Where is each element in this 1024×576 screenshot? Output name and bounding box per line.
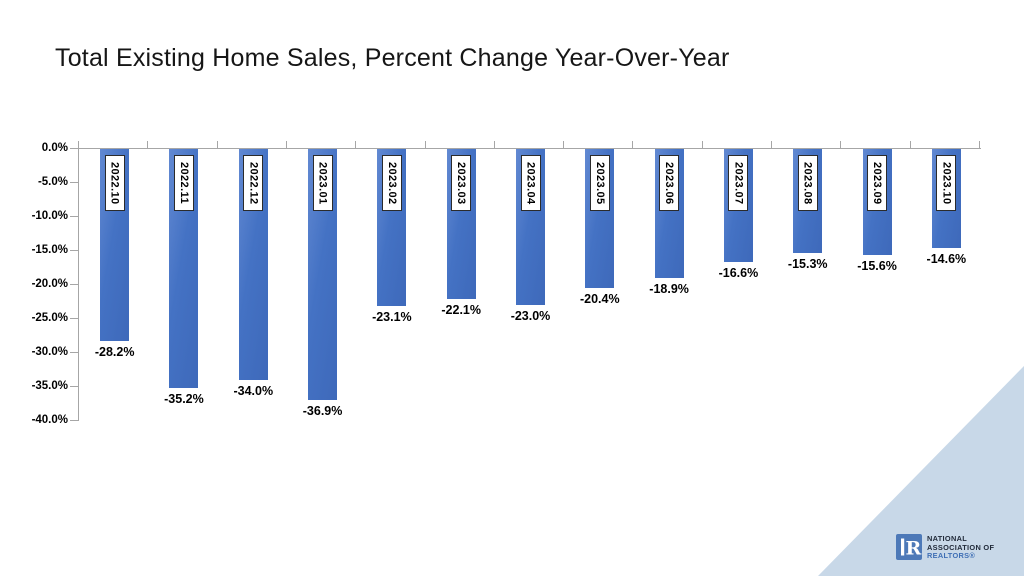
bar-category-text: 2022.12 — [247, 161, 260, 205]
bar-category-text: 2023.06 — [663, 161, 676, 205]
nar-logo: R NATIONAL ASSOCIATION OF REALTORS® — [896, 534, 994, 561]
y-tick-label: -20.0% — [31, 278, 68, 290]
x-axis-tick — [840, 141, 842, 148]
y-tick-label: 0.0% — [41, 142, 68, 154]
y-axis-tick — [70, 250, 78, 251]
bar-value-label: -22.1% — [441, 303, 481, 317]
bar-category-text: 2023.05 — [593, 161, 606, 205]
x-axis-tick — [147, 141, 149, 148]
x-axis-tick — [78, 141, 79, 148]
bar-category-label: 2023.05 — [589, 155, 610, 211]
bar-value-label: -28.2% — [94, 345, 135, 359]
bar-category-label: 2023.06 — [659, 155, 680, 211]
bar-category-label: 2023.10 — [936, 155, 957, 211]
bar-category-text: 2023.01 — [316, 161, 329, 205]
x-axis-tick — [909, 141, 911, 148]
y-axis-tick — [70, 182, 78, 183]
bar-category-label: 2022.12 — [243, 155, 264, 211]
bar-category-label: 2023.09 — [867, 155, 888, 211]
y-axis-tick — [70, 352, 78, 353]
bar-value-label: -35.2% — [164, 392, 204, 406]
y-tick-label: -30.0% — [31, 346, 68, 358]
y-axis-tick — [70, 318, 78, 319]
bar-category-text: 2023.03 — [455, 161, 468, 205]
y-axis-tick — [70, 216, 78, 217]
bar-category-text: 2022.10 — [108, 161, 121, 205]
x-axis-line — [78, 148, 981, 149]
logo-text-line3: REALTORS® — [927, 551, 976, 561]
x-axis-tick — [563, 141, 565, 148]
bar-value-label: -18.9% — [649, 282, 689, 296]
x-axis-tick — [285, 141, 287, 148]
bar-value-label: -15.3% — [787, 257, 828, 271]
bar-category-label: 2023.04 — [520, 155, 541, 211]
bar-value-label: -36.9% — [302, 404, 343, 418]
y-axis-tick — [70, 386, 78, 387]
bar-category-text: 2023.10 — [940, 161, 953, 205]
bar-value-label: -16.6% — [718, 266, 759, 280]
logo-text-line2: ASSOCIATION OF — [927, 542, 995, 552]
bar-category-text: 2023.07 — [732, 161, 745, 205]
y-tick-label: -35.0% — [31, 380, 68, 392]
nar-r-icon: R — [896, 534, 922, 560]
bar-value-label: -34.0% — [233, 384, 274, 398]
bar-category-text: 2023.08 — [801, 161, 814, 205]
y-axis-tick — [70, 420, 78, 421]
x-axis-tick — [493, 141, 495, 148]
bar-category-text: 2023.02 — [385, 161, 398, 205]
bar-value-label: -23.1% — [372, 310, 412, 324]
x-axis-tick — [216, 141, 218, 148]
bar-value-label: -20.4% — [579, 292, 620, 306]
y-axis-line — [78, 142, 79, 421]
bar-category-text: 2022.11 — [177, 162, 190, 204]
y-tick-label: -15.0% — [31, 244, 68, 256]
page-title: Total Existing Home Sales, Percent Chang… — [55, 44, 730, 72]
bar-category-label: 2022.10 — [104, 155, 125, 211]
bar-value-label: -14.6% — [926, 252, 967, 266]
logo-text-line1: NATIONAL — [927, 534, 968, 543]
bar-category-label: 2023.01 — [312, 155, 333, 211]
x-axis-tick — [979, 141, 980, 148]
y-axis-tick — [70, 148, 78, 149]
x-axis-tick — [424, 141, 426, 148]
bar-category-label: 2022.11 — [173, 155, 194, 211]
x-axis-tick — [771, 141, 773, 148]
x-axis-tick — [355, 141, 357, 148]
bar-category-text: 2023.04 — [524, 161, 537, 205]
y-tick-label: -10.0% — [31, 210, 68, 222]
y-tick-label: -5.0% — [37, 176, 68, 188]
x-axis-tick — [632, 141, 634, 148]
bar-category-text: 2023.09 — [871, 161, 884, 205]
bar-category-label: 2023.07 — [728, 155, 749, 211]
bar-value-label: -15.6% — [857, 259, 897, 273]
svg-text:R: R — [906, 538, 922, 560]
bar-category-label: 2023.08 — [797, 155, 818, 211]
y-axis-tick — [70, 284, 78, 285]
bar-value-label: -23.0% — [510, 309, 551, 323]
y-tick-label: -40.0% — [31, 414, 68, 426]
x-axis-tick — [701, 141, 703, 148]
bar-category-label: 2023.02 — [381, 155, 402, 211]
y-tick-label: -25.0% — [31, 312, 68, 324]
bar-category-label: 2023.03 — [451, 155, 472, 211]
